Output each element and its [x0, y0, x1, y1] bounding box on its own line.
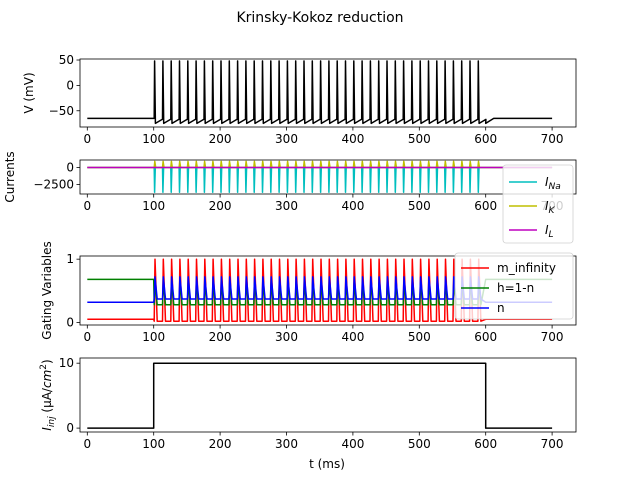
y-tick-label: −2500	[33, 177, 74, 191]
axes-frame	[79, 58, 577, 128]
x-tick-label: 200	[209, 437, 232, 451]
legend-label: INa	[545, 175, 561, 192]
y-axis-label: Iinj (μA/cm2)	[39, 359, 57, 430]
x-tick-label: 100	[142, 330, 165, 344]
x-tick-label: 600	[474, 132, 497, 146]
x-tick-label: 100	[142, 132, 165, 146]
x-tick-label: 500	[408, 437, 431, 451]
x-tick-label: 100	[142, 199, 165, 213]
x-tick-label: 300	[275, 132, 298, 146]
legend-box	[454, 252, 574, 320]
x-axis-label: t (ms)	[309, 457, 345, 471]
legend-label: n	[497, 301, 505, 315]
legend-label: m_infinity	[497, 261, 556, 275]
x-tick-label: 500	[408, 199, 431, 213]
y-tick-label: 0	[66, 421, 74, 435]
x-tick-label: 200	[209, 330, 232, 344]
y-tick-label: 0	[66, 160, 74, 174]
x-tick-label: 0	[83, 199, 91, 213]
y-tick-label: 1	[66, 252, 74, 266]
x-tick-label: 200	[209, 199, 232, 213]
x-tick-label: 600	[474, 437, 497, 451]
series-trace	[87, 362, 553, 429]
x-tick-label: 300	[275, 199, 298, 213]
x-tick-label: 200	[209, 132, 232, 146]
y-tick-label: 0	[66, 315, 74, 329]
x-tick-label: 400	[341, 330, 364, 344]
panel-2-lines	[87, 160, 553, 194]
x-tick-label: 300	[275, 437, 298, 451]
series-i-k	[87, 160, 553, 169]
x-tick-label: 500	[408, 132, 431, 146]
x-tick-label: 0	[83, 132, 91, 146]
x-tick-label: 400	[341, 132, 364, 146]
legend-label: IK	[545, 199, 556, 216]
panel-1: 0 100 200 300 400 500 600 700 −50 0 50 V (mV)	[22, 53, 577, 146]
y-tick-label: −50	[49, 104, 74, 118]
x-tick-label: 0	[83, 330, 91, 344]
x-tick-label: 300	[275, 330, 298, 344]
y-axis-label: Currents	[3, 151, 17, 202]
legend-panel-3: m_infinity h=1-n n	[454, 252, 574, 320]
x-tick-label: 600	[474, 199, 497, 213]
legend-label: h=1-n	[497, 281, 534, 295]
y-tick-label: 50	[59, 53, 74, 67]
legend-panel-2: INa IK IL	[502, 164, 574, 244]
x-tick-label: 500	[408, 330, 431, 344]
x-tick-label: 400	[341, 199, 364, 213]
x-tick-label: 100	[142, 437, 165, 451]
x-tick-label: 700	[541, 437, 564, 451]
panel-3-lines	[87, 258, 553, 322]
series-n	[87, 276, 553, 303]
x-tick-label: 700	[541, 132, 564, 146]
series-trace	[87, 60, 553, 125]
series-i-na	[87, 166, 553, 194]
x-tick-label: 400	[341, 437, 364, 451]
y-tick-label: 0	[66, 78, 74, 92]
x-tick-label: 0	[83, 437, 91, 451]
panel-1-lines	[87, 60, 553, 125]
x-tick-label: 600	[474, 330, 497, 344]
y-axis-label: V (mV)	[22, 72, 36, 113]
axes-frame	[79, 159, 577, 195]
legend-label: IL	[545, 223, 554, 240]
y-tick-label: 10	[59, 356, 74, 370]
panel-4-lines	[87, 362, 553, 429]
figure-title: Krinsky-Kokoz reduction	[236, 10, 403, 26]
legend-box	[502, 164, 574, 244]
y-axis-label: Gating Variables	[40, 241, 54, 340]
panel-3: 0 100 200 300 400 500 600 700 0 1 Gating Variables…	[40, 241, 577, 344]
panel-2: 0100200300400500600700−25000CurrentsINaI…	[3, 151, 577, 244]
x-tick-label: 700	[541, 330, 564, 344]
axes-frame	[79, 357, 577, 433]
axes-frame	[79, 255, 577, 326]
